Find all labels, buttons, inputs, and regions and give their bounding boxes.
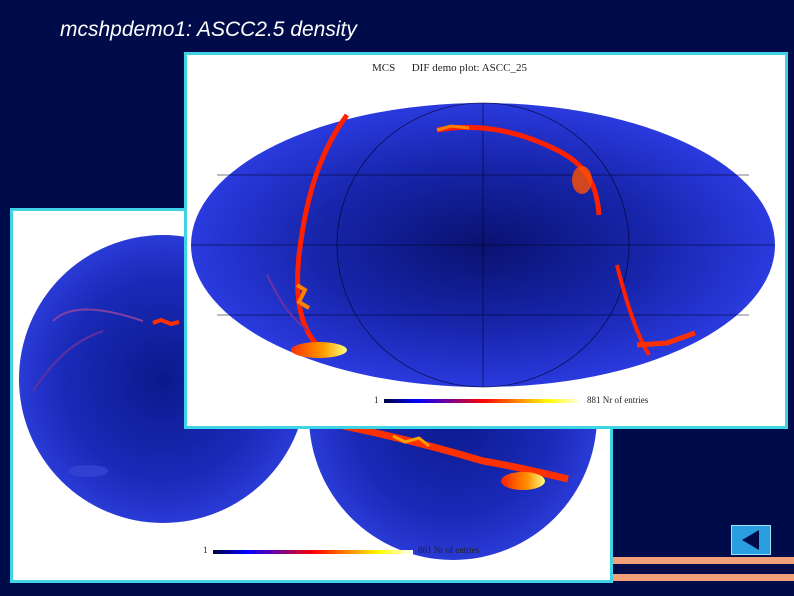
back-colorbar-min-label: 1 [203, 545, 208, 555]
triangle-left-icon [742, 530, 759, 550]
back-colorbar [213, 550, 413, 554]
front-colorbar [384, 399, 582, 403]
allsky-plot-panel: MCS DIF demo plot: ASCC_25 [184, 52, 788, 429]
back-colorbar-max-label: 881 Nr of entries [418, 545, 480, 555]
slide-title: mcshpdemo1: ASCC2.5 density [60, 18, 357, 41]
plot-title: MCS DIF demo plot: ASCC_25 [372, 62, 527, 74]
previous-slide-button[interactable] [731, 525, 771, 555]
decorative-stripe [613, 574, 794, 581]
front-colorbar-max-label: 881 Nr of entries [587, 395, 649, 405]
decorative-stripe [613, 557, 794, 564]
front-colorbar-min-label: 1 [374, 395, 379, 405]
allsky-map-image [191, 102, 775, 388]
